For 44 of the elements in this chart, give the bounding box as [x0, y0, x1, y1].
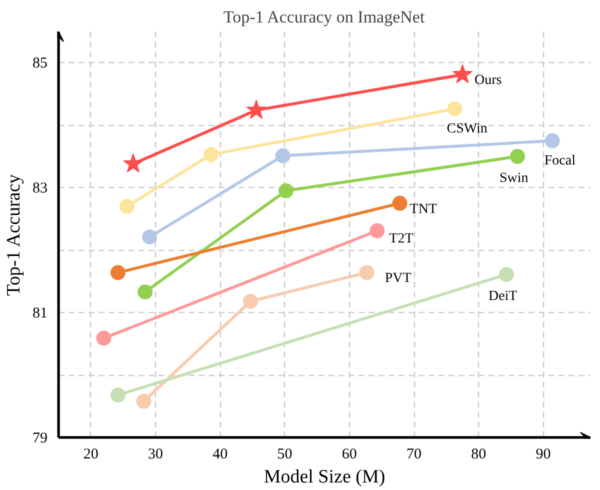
point — [123, 153, 144, 173]
point — [136, 394, 152, 409]
point — [544, 133, 560, 148]
point — [246, 100, 266, 119]
series-label: Focal — [544, 153, 576, 168]
x-tick-label: 90 — [536, 446, 551, 462]
point — [452, 64, 473, 84]
point — [359, 265, 374, 280]
point — [138, 284, 153, 300]
point — [510, 148, 525, 164]
point — [142, 230, 158, 244]
x-axis-title: Model Size (M) — [264, 466, 386, 488]
series-label: Swin — [499, 170, 528, 186]
point — [96, 330, 112, 346]
y-tick-label: 81 — [32, 306, 48, 322]
point — [242, 294, 258, 309]
y-tick-label: 85 — [32, 56, 48, 72]
y-axis-title: Top-1 Accuracy — [4, 174, 24, 296]
x-tick-label: 50 — [277, 446, 292, 462]
point — [370, 223, 385, 238]
x-tick-label: 40 — [212, 446, 228, 462]
point — [278, 183, 294, 198]
point — [110, 388, 126, 403]
series-label: TNT — [410, 202, 438, 217]
point — [120, 198, 135, 214]
series-label: DeiT — [488, 288, 518, 304]
x-tick-label: 60 — [342, 446, 357, 462]
y-tick-label: 83 — [32, 180, 48, 197]
chart-title: Top-1 Accuracy on ImageNet — [223, 8, 425, 26]
series-label: Ours — [474, 73, 502, 88]
point — [275, 148, 290, 164]
x-tick-label: 80 — [471, 446, 486, 462]
x-tick-label: 30 — [148, 446, 163, 462]
x-tick-label: 20 — [83, 446, 98, 462]
point — [498, 266, 514, 282]
point — [392, 196, 408, 211]
point — [447, 101, 462, 116]
point — [110, 265, 126, 280]
series-label: CSWin — [446, 121, 488, 136]
y-tick-label: 79 — [32, 430, 48, 446]
series-label: T2T — [389, 231, 414, 246]
series-label: PVT — [384, 271, 412, 286]
x-tick-label: 70 — [406, 446, 422, 462]
point — [204, 147, 219, 162]
